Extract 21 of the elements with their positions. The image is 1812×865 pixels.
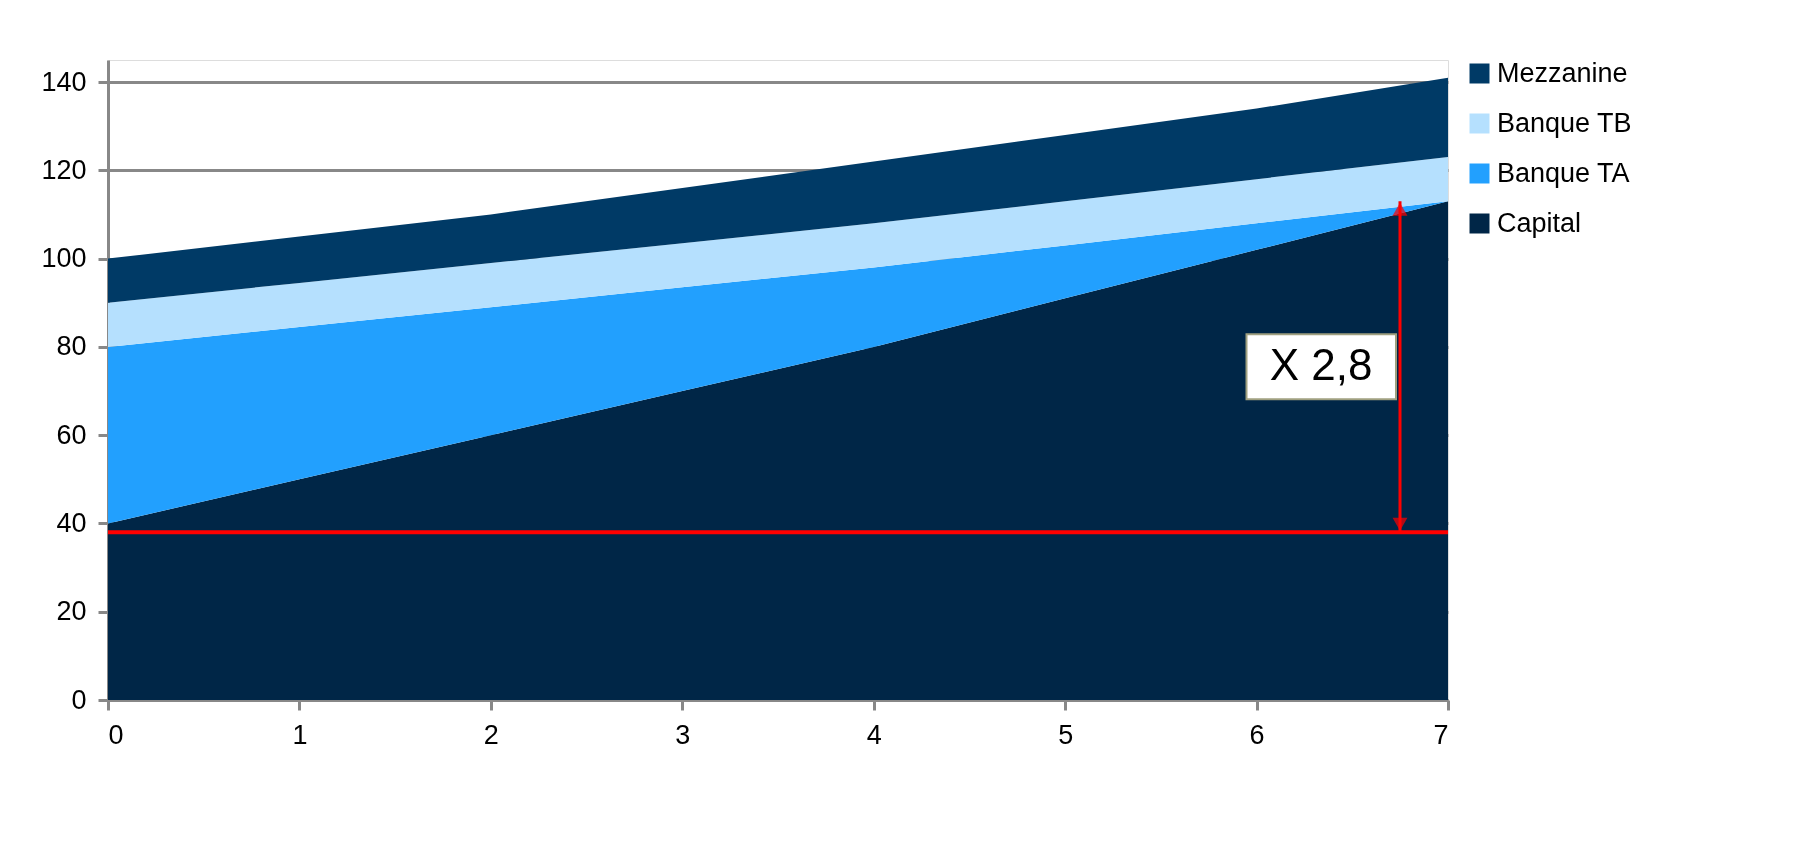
y-tick-label: 0 xyxy=(71,684,87,715)
legend-label: Banque TA xyxy=(1497,157,1630,188)
x-tick-label: 4 xyxy=(866,719,882,750)
y-tick-label: 120 xyxy=(41,154,87,185)
y-tick-label: 60 xyxy=(56,419,87,450)
x-tick-label: 3 xyxy=(675,719,691,750)
annotation: X 2,8 xyxy=(1269,339,1373,389)
legend-label: Mezzanine xyxy=(1497,57,1628,88)
x-tick-label: 7 xyxy=(1433,719,1449,750)
y-tick-label: 80 xyxy=(56,331,87,362)
x-tick-label: 0 xyxy=(108,719,124,750)
x-tick-label: 6 xyxy=(1249,719,1265,750)
x-tick-label: 1 xyxy=(292,719,308,750)
legend-label: Banque TB xyxy=(1497,107,1632,138)
legend-label: Capital xyxy=(1497,207,1582,238)
x-tick-label: 5 xyxy=(1058,719,1074,750)
y-tick-label: 20 xyxy=(56,596,87,627)
y-tick-label: 40 xyxy=(56,507,87,538)
y-tick-label: 100 xyxy=(41,243,87,274)
y-tick-label: 140 xyxy=(41,66,87,97)
x-tick-label: 2 xyxy=(483,719,499,750)
